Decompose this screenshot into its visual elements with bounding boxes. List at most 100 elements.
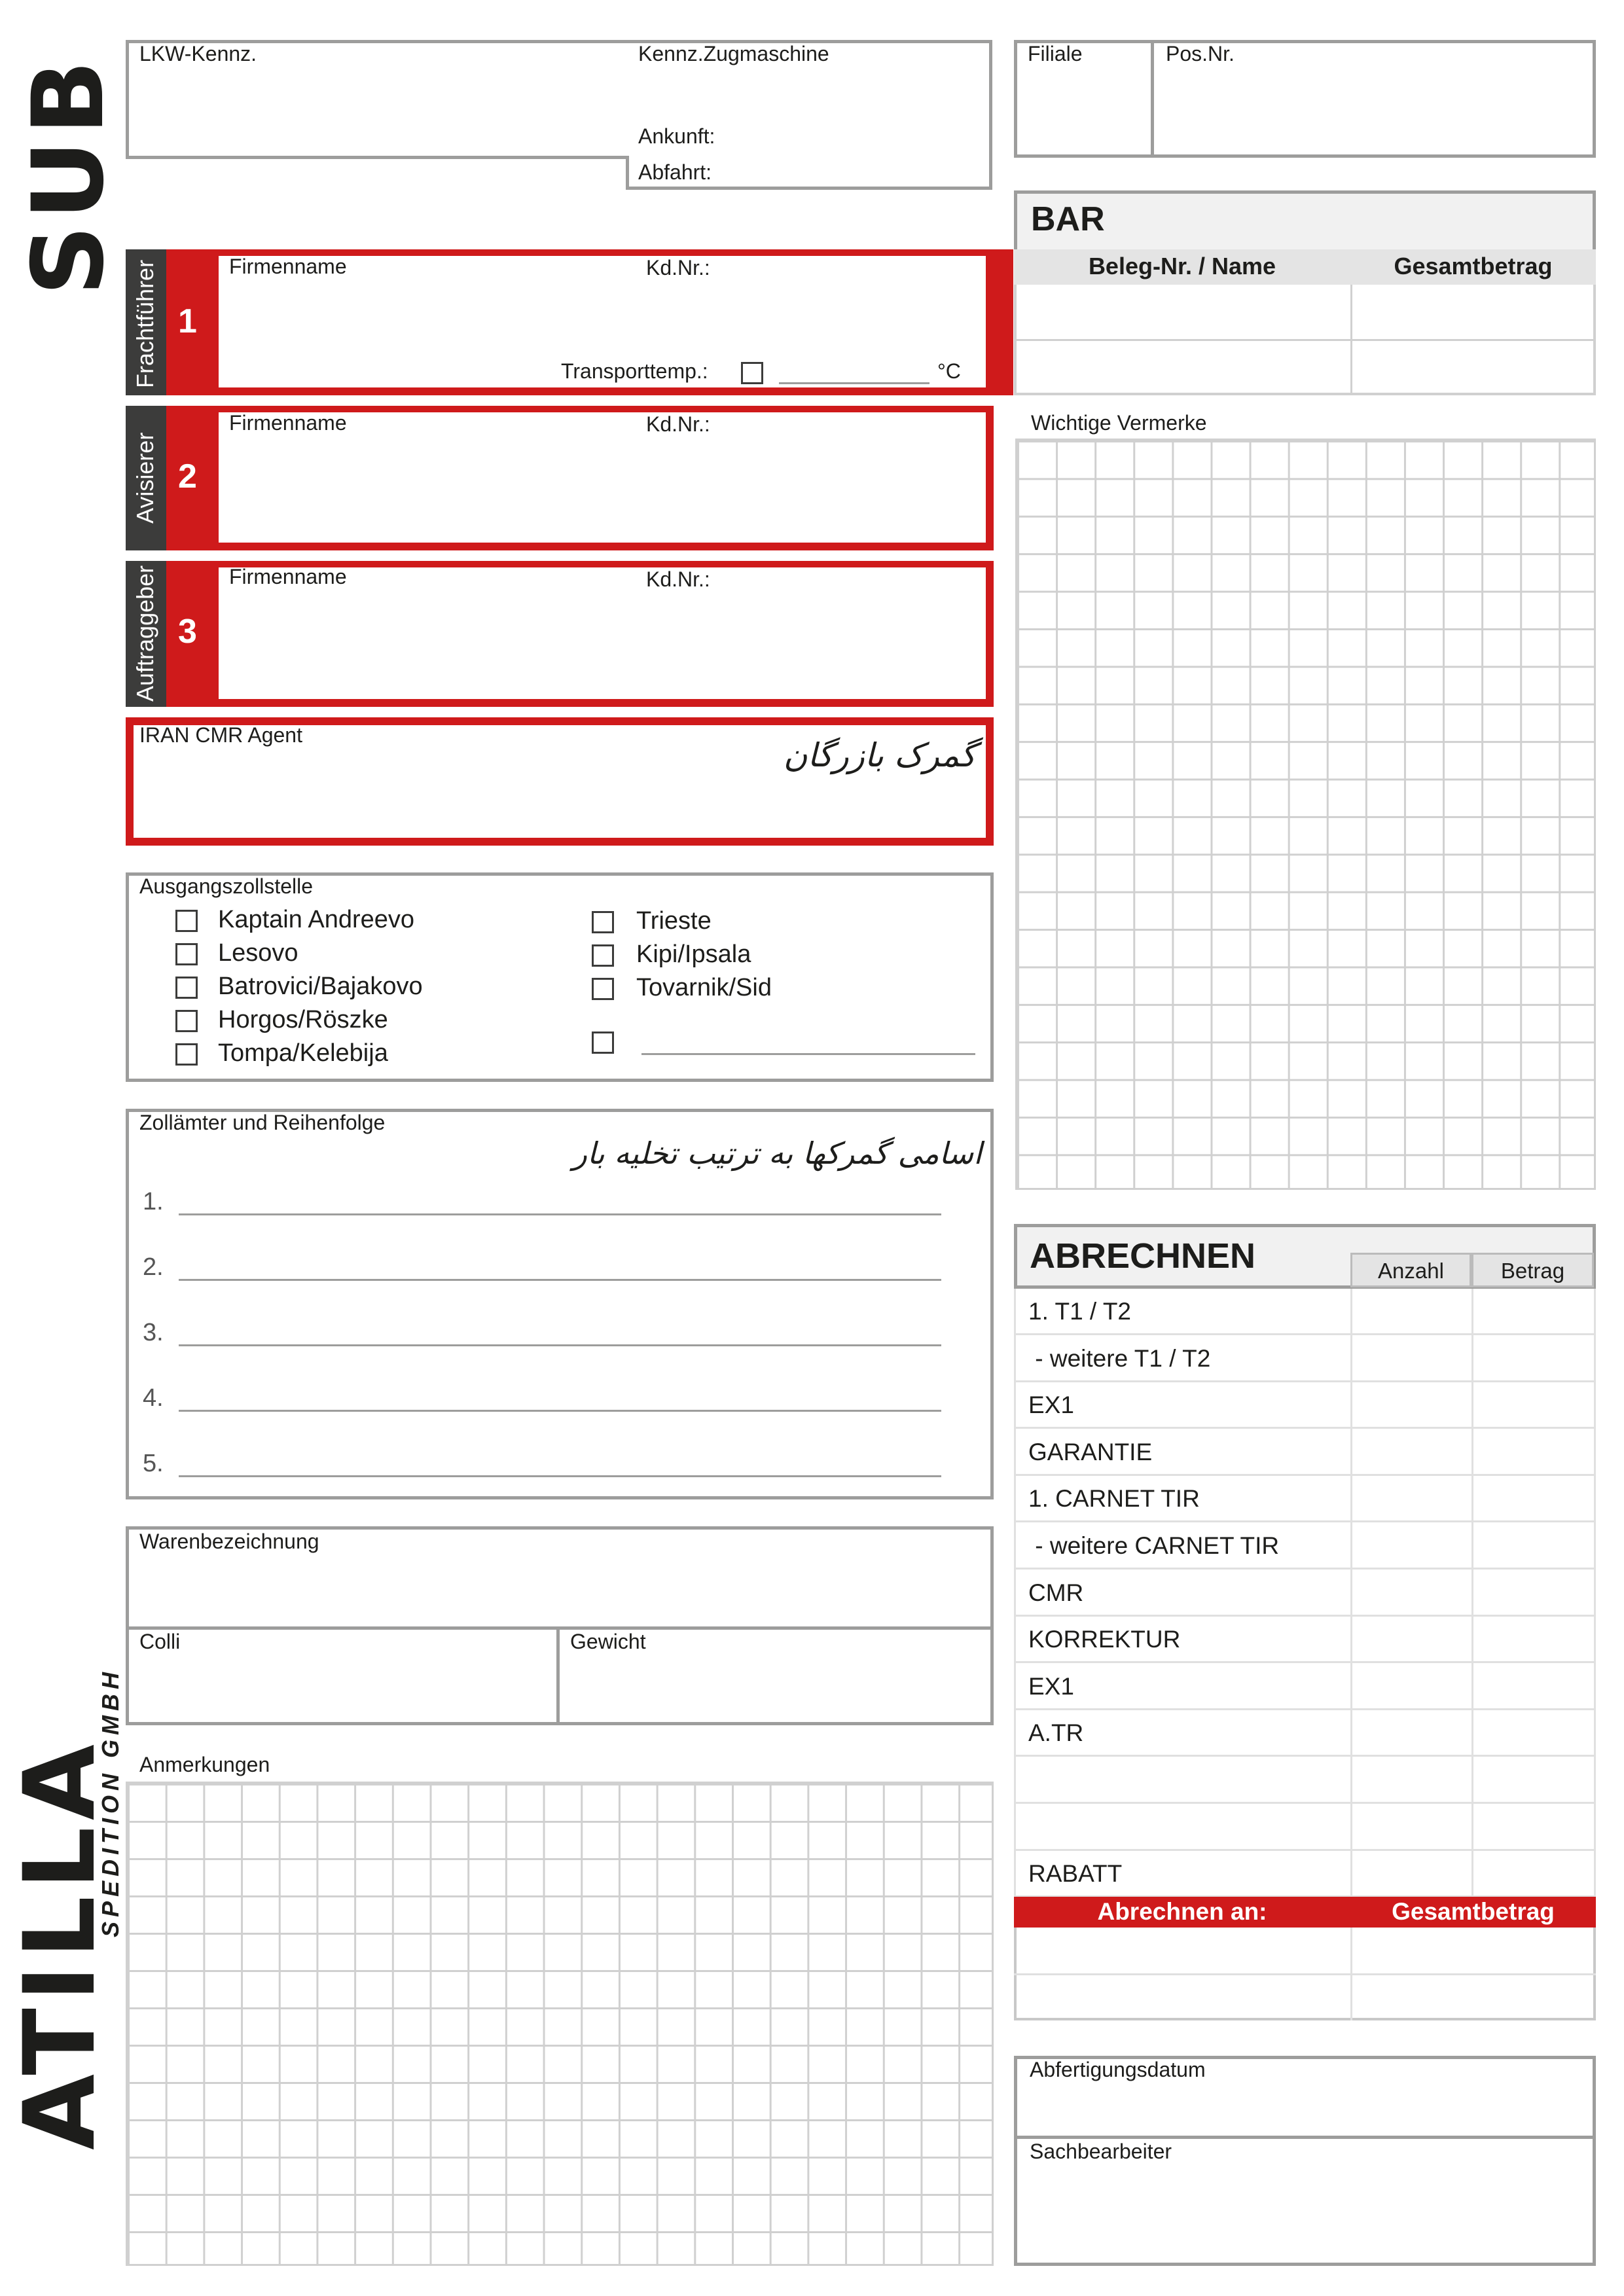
option-label: Batrovici/Bajakovo <box>218 973 423 1000</box>
atilla-sub-logo: SPEDITION GMBH <box>97 1667 124 1937</box>
ankunft-label: Ankunft: <box>638 124 715 148</box>
line-number: 3. <box>143 1319 164 1346</box>
zollamt-field[interactable] <box>179 1446 941 1477</box>
bar-header <box>1014 190 1596 249</box>
abrechnen-row-label: RABATT <box>1028 1860 1123 1888</box>
section-frachtfuehrer: Frachtführer 1 Firmenname Kd.Nr.: Transp… <box>126 249 1013 395</box>
section-tab <box>126 406 166 550</box>
abrechnen-col-divider <box>1350 1289 1352 1897</box>
iran-agent-box[interactable] <box>126 717 994 846</box>
line-number: 2. <box>143 1253 164 1281</box>
filiale-box <box>1014 40 1596 158</box>
abrechnen-an-col-divider <box>1350 1928 1352 2020</box>
kdnr-label: Kd.Nr.: <box>646 567 710 591</box>
option-checkbox[interactable] <box>175 910 198 932</box>
option-checkbox[interactable] <box>592 911 614 933</box>
bar-col-beleg: Beleg-Nr. / Name <box>1088 253 1276 279</box>
abfertigungsdatum-label: Abfertigungsdatum <box>1030 2058 1206 2081</box>
abrechnen-row[interactable]: - weitere CARNET TIR <box>1014 1523 1595 1570</box>
zollamt-field[interactable] <box>179 1185 941 1215</box>
option-checkbox[interactable] <box>175 1010 198 1032</box>
abrechnen-row[interactable]: KORREKTUR <box>1014 1617 1595 1664</box>
vehicle-box-frame <box>626 40 992 190</box>
section-tab <box>126 561 166 707</box>
abrechnen-row[interactable]: EX1 <box>1014 1664 1595 1710</box>
temp-checkbox[interactable] <box>741 362 763 384</box>
zollaemter-box <box>126 1109 994 1499</box>
section-number: 3 <box>178 613 197 651</box>
colli-box[interactable] <box>126 1626 560 1725</box>
abrechnen-row[interactable]: 1. CARNET TIR <box>1014 1476 1595 1523</box>
abrechnen-row-label: GARANTIE <box>1028 1438 1153 1465</box>
anmerkungen-grid[interactable] <box>126 1782 994 2266</box>
gewicht-box[interactable] <box>556 1626 994 1725</box>
abrechnen-row[interactable]: EX1 <box>1014 1382 1595 1429</box>
anmerkungen-label: Anmerkungen <box>139 1753 270 1776</box>
abrechnen-row-label: 1. T1 / T2 <box>1028 1298 1131 1325</box>
bar-col-gesamt: Gesamtbetrag <box>1394 253 1553 279</box>
sachbearbeiter-box[interactable] <box>1014 2136 1596 2266</box>
section-number: 1 <box>178 302 197 340</box>
anzahl-header: Anzahl <box>1350 1253 1471 1287</box>
transporttemp-label: Transporttemp.: <box>561 359 708 383</box>
option-label: Tovarnik/Sid <box>636 974 772 1001</box>
section-field[interactable] <box>219 256 986 387</box>
betrag-header: Betrag <box>1471 1253 1594 1287</box>
zollamt-field[interactable] <box>179 1381 941 1412</box>
other-field[interactable] <box>641 1028 975 1055</box>
bar-col-divider <box>1350 285 1352 395</box>
abrechnen-row[interactable]: RABATT <box>1014 1851 1595 1898</box>
option-label: Horgos/Röszke <box>218 1006 388 1033</box>
bar-row-divider <box>1014 339 1596 341</box>
abfahrt-label: Abfahrt: <box>638 160 712 184</box>
option-checkbox[interactable] <box>592 978 614 1000</box>
option-checkbox[interactable] <box>592 944 614 967</box>
option-label: Trieste <box>636 907 712 935</box>
abrechnen-an-label: Abrechnen an: <box>1097 1898 1267 1925</box>
abrechnen-row[interactable]: 1. T1 / T2 <box>1014 1289 1595 1335</box>
section-tab-label: Frachtführer <box>132 259 158 388</box>
firmenname-label: Firmenname <box>229 565 347 588</box>
gesamtbetrag-label: Gesamtbetrag <box>1392 1898 1555 1925</box>
section-field[interactable] <box>219 412 986 543</box>
zollamt-field[interactable] <box>179 1316 941 1346</box>
zollaemter-handwriting: اسامی گمرکها به ترتیب تخلیه بار <box>572 1136 982 1171</box>
abfertigungsdatum-box[interactable] <box>1014 2056 1596 2139</box>
firmenname-label: Firmenname <box>229 255 347 278</box>
option-checkbox[interactable] <box>175 1043 198 1066</box>
abrechnen-row-label: - weitere T1 / T2 <box>1028 1344 1211 1372</box>
abrechnen-row[interactable]: GARANTIE <box>1014 1429 1595 1476</box>
section-field[interactable] <box>219 567 986 699</box>
sachbearbeiter-label: Sachbearbeiter <box>1030 2140 1172 2163</box>
abrechnen-row[interactable]: A.TR <box>1014 1710 1595 1757</box>
vehicle-box <box>126 40 992 190</box>
section-avisierer: Avisierer 2 Firmenname Kd.Nr.: <box>126 406 994 550</box>
abrechnen-row[interactable] <box>1014 1804 1595 1851</box>
kdnr-label: Kd.Nr.: <box>646 412 710 436</box>
abrechnen-row-label: EX1 <box>1028 1391 1074 1419</box>
abrechnen-row-label: - weitere CARNET TIR <box>1028 1532 1280 1559</box>
bar-title: BAR <box>1031 200 1105 238</box>
abrechnen-row[interactable] <box>1014 1757 1595 1804</box>
option-label: Lesovo <box>218 939 298 967</box>
vermerke-grid[interactable] <box>1015 439 1596 1190</box>
ausgangszollstelle-box <box>126 872 994 1082</box>
abrechnen-title: ABRECHNEN <box>1030 1236 1256 1276</box>
zollamt-field[interactable] <box>179 1250 941 1281</box>
lkw-kennz-label: LKW-Kennz. <box>139 42 257 65</box>
abrechnen-row[interactable]: CMR <box>1014 1570 1595 1617</box>
atilla-logo: ATILLA <box>3 1738 117 2150</box>
option-checkbox[interactable] <box>175 977 198 999</box>
section-tab-label: Auftraggeber <box>132 565 158 702</box>
iran-agent-handwriting: گمرک بازرگان <box>783 736 976 774</box>
filiale-divider <box>1151 40 1154 158</box>
option-checkbox[interactable] <box>175 943 198 965</box>
abrechnen-row[interactable]: - weitere T1 / T2 <box>1014 1336 1595 1382</box>
other-checkbox[interactable] <box>592 1031 614 1054</box>
temp-field[interactable] <box>779 361 929 384</box>
section-number: 2 <box>178 457 197 495</box>
celsius-unit: °C <box>937 359 961 383</box>
abrechnen-row-label: KORREKTUR <box>1028 1626 1181 1653</box>
posnr-label: Pos.Nr. <box>1166 42 1235 65</box>
abrechnen-row-label: EX1 <box>1028 1672 1074 1700</box>
